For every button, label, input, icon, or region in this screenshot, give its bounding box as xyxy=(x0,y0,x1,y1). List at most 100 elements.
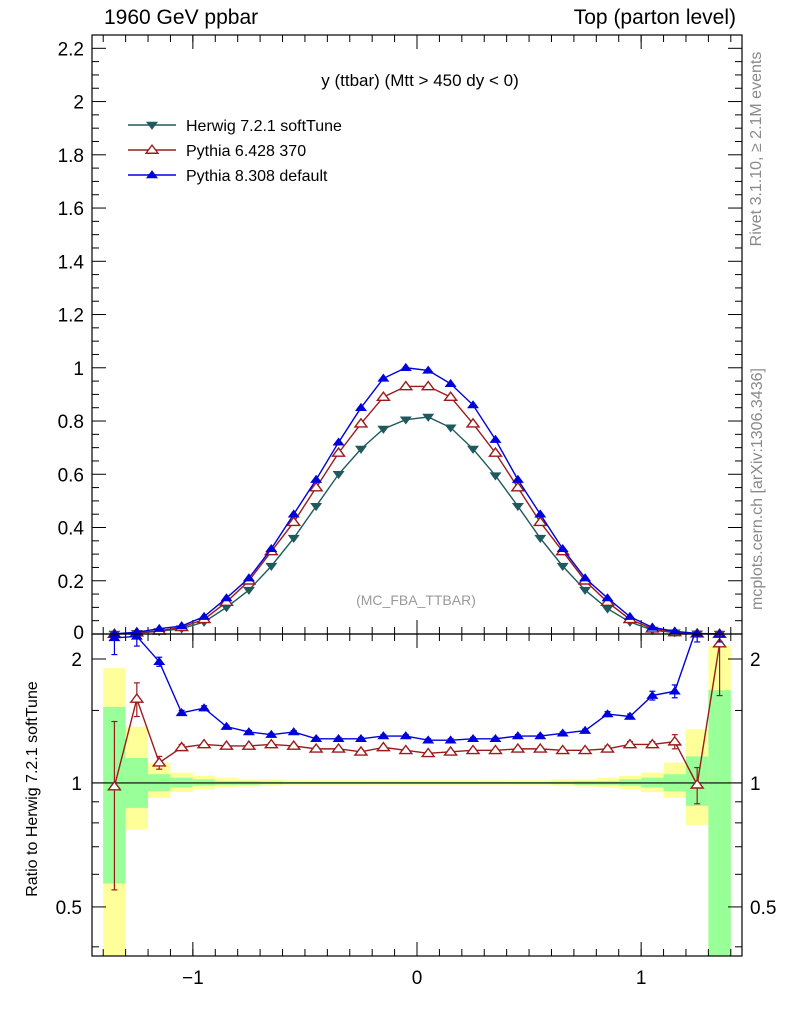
ratio-frame xyxy=(91,633,743,957)
series-line-1 xyxy=(114,385,720,635)
data-point xyxy=(467,400,480,409)
ratio-point xyxy=(510,742,526,753)
ratio-point xyxy=(375,741,391,752)
ratio-point xyxy=(667,735,683,746)
data-point xyxy=(354,445,367,454)
ratio-content xyxy=(92,634,742,956)
y-tick-label: 0.2 xyxy=(58,572,84,593)
data-point xyxy=(310,474,323,483)
data-point xyxy=(220,593,233,602)
ratio-point xyxy=(644,738,660,749)
ratio-point xyxy=(443,745,459,756)
data-point xyxy=(422,413,435,422)
ratio-point xyxy=(601,709,614,718)
ratio-point xyxy=(198,703,211,712)
data-point xyxy=(242,586,255,595)
ratio-point xyxy=(151,756,167,767)
ratio-point xyxy=(689,778,705,789)
data-point xyxy=(153,623,166,632)
data-point xyxy=(265,562,278,571)
ratio-point xyxy=(556,728,569,737)
ratio-point xyxy=(175,707,188,717)
ratio-point xyxy=(107,780,122,791)
data-point xyxy=(489,472,502,481)
data-point xyxy=(579,573,592,582)
ratio-point xyxy=(174,741,190,752)
y-tick-label-zero: 0 xyxy=(73,623,84,644)
data-point xyxy=(668,626,681,635)
data-point xyxy=(465,417,481,428)
ratio-point xyxy=(220,721,233,730)
data-point xyxy=(332,471,345,480)
data-point xyxy=(308,481,324,492)
ratio-point xyxy=(265,729,278,738)
data-point xyxy=(510,481,526,492)
y-tick-label: 0.6 xyxy=(58,465,84,486)
ratio-point xyxy=(511,731,524,740)
data-point xyxy=(265,543,278,553)
ratio-point xyxy=(489,733,502,743)
ratio-point xyxy=(129,692,145,703)
ratio-point xyxy=(241,739,257,750)
legend-marker-0 xyxy=(146,121,158,130)
header-process-label: Top (parton level) xyxy=(573,6,736,29)
rivet-version-label: Rivet 3.1.10, ≥ 2.1M events xyxy=(748,51,765,247)
data-point xyxy=(175,621,188,630)
data-point xyxy=(287,534,300,544)
data-point xyxy=(398,380,414,391)
data-point xyxy=(198,611,211,620)
data-point xyxy=(646,622,659,631)
ratio-point xyxy=(287,727,300,736)
ratio-point xyxy=(310,733,323,743)
ratio-point xyxy=(577,744,593,755)
analysis-label: (MC_FBA_TTBAR) xyxy=(356,592,476,608)
data-point xyxy=(443,391,459,402)
y-tick-label: 1.6 xyxy=(58,199,84,220)
ratio-point xyxy=(646,690,659,699)
ratio-point xyxy=(286,739,302,750)
data-point xyxy=(556,543,569,553)
ratio-point xyxy=(263,738,279,749)
ratio-point xyxy=(219,739,234,750)
ratio-point xyxy=(467,733,480,743)
ratio-line-1 xyxy=(113,643,721,787)
chart-title: y (ttbar) (Mtt > 450 dy < 0) xyxy=(321,71,518,90)
y-tick-label: 0.8 xyxy=(58,412,84,433)
ratio-point xyxy=(399,731,412,740)
ratio-y-tick-label-right: 0.5 xyxy=(750,898,776,919)
ratio-point xyxy=(555,744,571,755)
ratio-y-tick-label-right: 2 xyxy=(750,650,761,671)
x-tick-label: −1 xyxy=(182,968,204,989)
data-point xyxy=(242,573,255,582)
data-point xyxy=(353,417,369,428)
y-tick-label: 1.8 xyxy=(58,146,84,167)
ratio-point xyxy=(153,656,166,665)
legend-marker-2 xyxy=(146,170,158,179)
legend-marker-1 xyxy=(144,143,160,154)
data-point xyxy=(444,424,457,433)
data-point xyxy=(287,509,300,518)
data-point xyxy=(310,502,323,512)
uncertainty-band-inner xyxy=(708,690,731,956)
mcplots-reference-label: mcplots.cern.ch [arXiv:1306.3436] xyxy=(749,368,766,610)
y-tick-label: 0.4 xyxy=(58,519,85,540)
data-point xyxy=(601,605,614,614)
ratio-panel: 0.5 0.5 1 1 2 2 −1 0 1 xyxy=(56,633,776,989)
ratio-point xyxy=(196,738,212,749)
legend-entry-1: Pythia 6.428 370 xyxy=(186,143,306,160)
data-point xyxy=(444,378,457,387)
ratio-point xyxy=(444,735,457,744)
ratio-point xyxy=(130,634,143,640)
ratio-point xyxy=(332,733,345,743)
ratio-point xyxy=(600,742,615,753)
ratio-point xyxy=(532,742,548,753)
data-point xyxy=(579,586,592,595)
ratio-point xyxy=(331,742,346,753)
data-point xyxy=(399,362,412,372)
ratio-point xyxy=(353,745,369,756)
data-point xyxy=(354,402,367,411)
ratio-point xyxy=(398,744,414,755)
data-point xyxy=(332,437,345,446)
